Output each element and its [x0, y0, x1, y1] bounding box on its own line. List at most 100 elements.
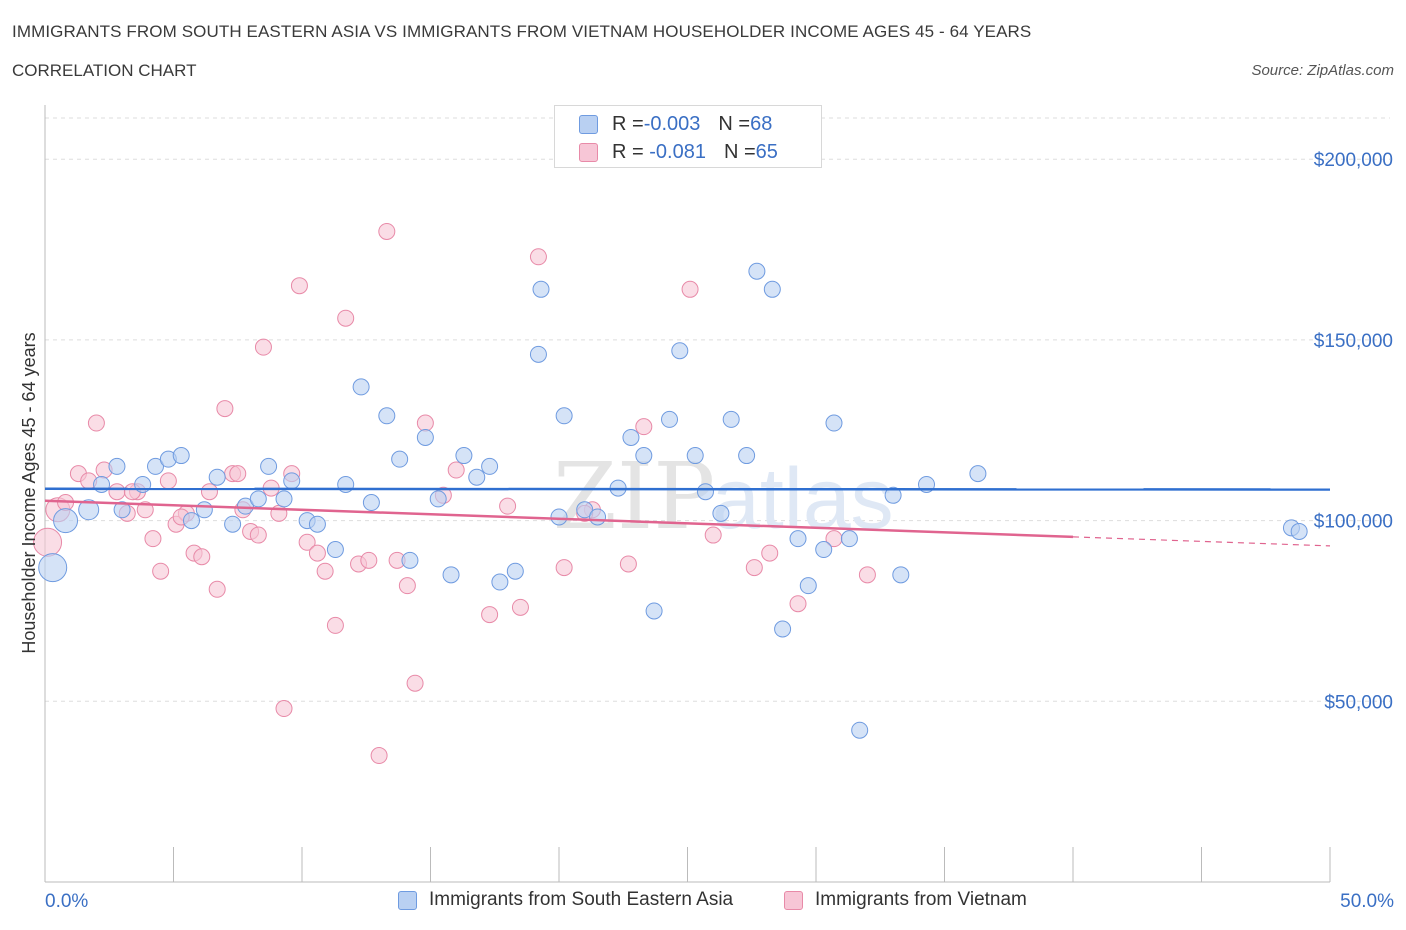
data-point	[352, 378, 370, 396]
y-tick-labels: $50,000 $100,000 $150,000 $200,000	[1314, 150, 1393, 713]
bottom-legend-label: Immigrants from South Eastern Asia	[429, 889, 734, 910]
data-point	[661, 410, 679, 428]
data-point	[511, 598, 529, 616]
data-point	[136, 501, 154, 519]
data-point	[491, 573, 509, 591]
data-point	[391, 450, 409, 468]
data-point	[326, 616, 344, 634]
data-point	[763, 280, 781, 298]
data-point	[555, 559, 573, 577]
y-axis-label: Householder Income Ages 45 - 64 years	[19, 332, 39, 653]
series-sea-points	[38, 262, 1308, 739]
data-point	[619, 555, 637, 573]
data-point	[506, 562, 524, 580]
data-point	[671, 342, 689, 360]
bottom-legend-label: Immigrants from Vietnam	[815, 889, 1027, 910]
data-point	[635, 418, 653, 436]
data-point	[38, 553, 68, 583]
data-point	[529, 345, 547, 363]
data-point	[745, 559, 763, 577]
data-point	[686, 447, 704, 465]
legend-swatch-pink	[579, 142, 598, 162]
data-point	[370, 747, 388, 765]
data-point	[200, 483, 218, 501]
data-point	[738, 447, 756, 465]
chart-title: IMMIGRANTS FROM SOUTH EASTERN ASIA VS IM…	[12, 22, 1032, 41]
data-point	[249, 526, 267, 544]
chart-subtitle: CORRELATION CHART	[12, 61, 197, 80]
data-point	[362, 494, 380, 512]
data-point	[159, 472, 177, 490]
data-point	[576, 501, 594, 519]
data-point	[360, 551, 378, 569]
bottom-legend-sea: Immigrants from South Eastern Asia	[398, 889, 733, 911]
data-point	[815, 541, 833, 559]
stats-legend: R = -0.003 N = 68 R = -0.081 N = 65	[554, 105, 822, 168]
trend-line-sea	[44, 487, 1331, 491]
legend-n-label: N =	[718, 112, 751, 135]
data-point	[529, 248, 547, 266]
data-point	[840, 530, 858, 548]
data-point	[416, 414, 434, 432]
bottom-legend-swatch-pink	[784, 890, 803, 910]
data-point	[378, 222, 396, 240]
data-point	[892, 566, 910, 584]
legend-r-value: -0.003	[643, 112, 701, 135]
data-point	[1290, 522, 1308, 540]
data-point	[442, 566, 460, 584]
grid-layer	[45, 117, 1390, 702]
data-point	[182, 512, 200, 530]
data-point	[429, 490, 447, 508]
data-point	[589, 508, 607, 526]
data-point	[236, 497, 254, 515]
data-point	[316, 562, 334, 580]
data-point	[722, 410, 740, 428]
data-point	[774, 620, 792, 638]
x-tick-min: 0.0%	[45, 891, 89, 912]
watermark: ZIP atlas	[553, 443, 894, 550]
data-point	[283, 472, 301, 490]
watermark-atlas: atlas	[712, 451, 894, 547]
data-point	[113, 501, 131, 519]
data-point	[499, 497, 517, 515]
x-tick-max: 50.0%	[1340, 891, 1394, 912]
data-point	[481, 606, 499, 624]
data-point	[748, 262, 766, 280]
data-point	[884, 486, 902, 504]
data-point	[87, 414, 105, 432]
data-point	[229, 465, 247, 483]
data-point	[195, 501, 213, 519]
data-point	[378, 407, 396, 425]
axis-layer	[44, 105, 1331, 883]
trend-line-vietnam-extension	[1072, 536, 1331, 547]
data-point	[851, 721, 869, 739]
data-point	[447, 461, 465, 479]
data-point	[308, 515, 326, 533]
data-point	[326, 541, 344, 559]
trend-line-vietnam	[44, 499, 1074, 539]
data-point	[308, 544, 326, 562]
data-point	[468, 468, 486, 486]
data-point	[298, 533, 316, 551]
data-point	[696, 483, 714, 501]
legend-n-value: 65	[755, 140, 778, 163]
y-tick-label: $200,000	[1314, 150, 1393, 171]
data-point	[635, 447, 653, 465]
data-point	[555, 407, 573, 425]
y-tick-label: $100,000	[1314, 512, 1393, 533]
legend-n-label: N =	[723, 140, 756, 163]
data-point	[337, 309, 355, 327]
data-point	[208, 468, 226, 486]
bottom-legend-vietnam: Immigrants from Vietnam	[784, 889, 1027, 911]
data-point	[108, 483, 126, 501]
data-point	[172, 447, 190, 465]
watermark-zip: ZIP	[553, 443, 715, 550]
data-point	[53, 508, 79, 534]
data-point	[645, 602, 663, 620]
data-point	[416, 428, 434, 446]
data-point	[290, 277, 308, 295]
legend-row-vietnam: R = -0.081 N = 65	[579, 140, 778, 164]
data-point	[969, 465, 987, 483]
data-point	[550, 508, 568, 526]
data-point	[532, 280, 550, 298]
